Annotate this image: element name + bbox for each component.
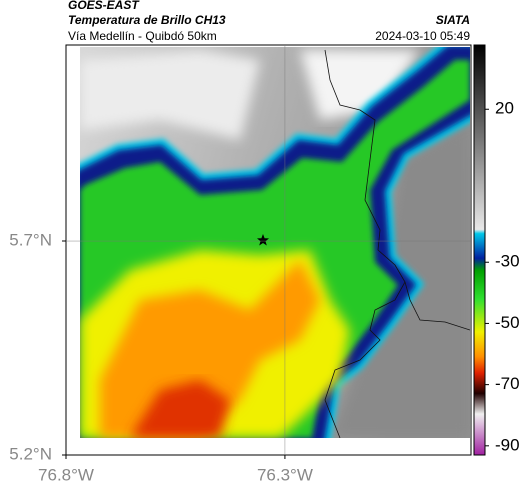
colorbar-tick-label: -50 xyxy=(495,313,520,332)
x-tick-label: 76.3°W xyxy=(257,465,313,484)
colorbar-tick-label: 20 xyxy=(495,99,514,118)
colorbar xyxy=(473,44,486,456)
colorbar-tick-label: -90 xyxy=(495,435,520,454)
y-tick-label: 5.2°N xyxy=(9,444,52,463)
satellite: GOES-EAST xyxy=(68,0,140,12)
satellite-image xyxy=(80,47,470,438)
x-tick-label: 76.8°W xyxy=(38,465,94,484)
y-tick-label: 5.7°N xyxy=(9,230,52,249)
colorbar-tick-label: -70 xyxy=(495,374,520,393)
product: Temperatura de Brillo CH13 xyxy=(68,13,226,27)
colorbar-tick-label: -30 xyxy=(495,252,520,271)
location-star xyxy=(257,234,269,246)
route: Vía Medellín - Quibdó 50km xyxy=(68,29,217,43)
source: SIATA xyxy=(436,13,470,27)
datetime: 2024-03-10 05:49 xyxy=(375,29,470,43)
